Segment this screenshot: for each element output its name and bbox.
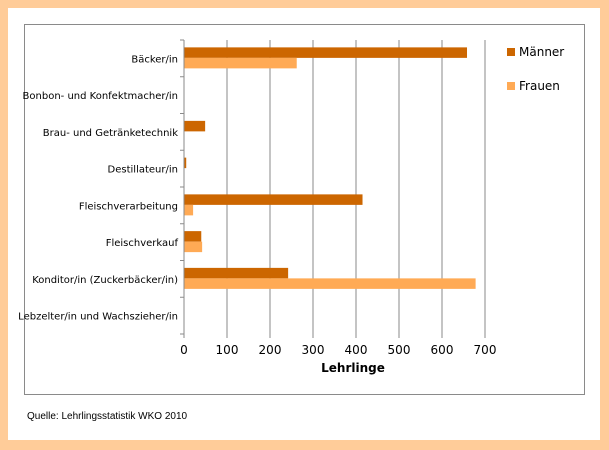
legend-swatch [507, 48, 515, 56]
category-label: Fleischverkauf [106, 238, 179, 249]
x-tick-label: 200 [259, 343, 282, 357]
category-label: Lebzelter/in und Wachszieher/in [18, 312, 178, 323]
legend-label: Männer [519, 45, 564, 59]
bar-frauen [184, 278, 476, 289]
source-note: Quelle: Lehrlingsstatistik WKO 2010 [27, 411, 188, 422]
legend-label: Frauen [519, 79, 560, 93]
x-axis-label: Lehrlinge [321, 361, 385, 375]
bar-mnner [184, 267, 289, 279]
bar-mnner [184, 194, 363, 205]
x-tick-label: 700 [474, 343, 497, 357]
category-label: Bonbon- und Konfektmacher/in [23, 91, 178, 102]
bar-mnner [184, 120, 206, 132]
bar-frauen [184, 204, 194, 216]
bar-frauen [184, 241, 203, 253]
x-tick-label: 100 [216, 343, 239, 357]
legend: Männer Frauen [507, 45, 564, 93]
x-tick-label: 0 [180, 343, 188, 357]
x-tick-label: 500 [388, 343, 411, 357]
category-label: Brau- und Getränketechnik [43, 128, 178, 139]
bar-mnner [184, 157, 187, 169]
category-label: Fleischverarbeitung [79, 201, 178, 212]
x-tick-label: 400 [345, 343, 368, 357]
category-label: Konditor/in (Zuckerbäcker/in) [32, 275, 178, 286]
bar-mnner [184, 47, 468, 58]
bar-frauen [184, 57, 297, 69]
x-tick-label: 300 [302, 343, 325, 357]
category-label: Bäcker/in [131, 54, 178, 65]
chart-area [24, 24, 585, 395]
category-label: Destillateur/in [108, 165, 178, 176]
x-tick-label: 600 [431, 343, 454, 357]
legend-swatch [507, 82, 515, 90]
bar-mnner [184, 231, 202, 242]
